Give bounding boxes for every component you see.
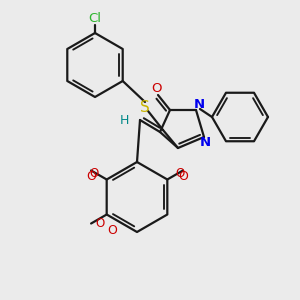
Text: O: O	[176, 167, 185, 180]
Text: N: N	[194, 98, 205, 112]
Text: O: O	[89, 167, 98, 180]
Text: O: O	[96, 217, 105, 230]
Text: O: O	[107, 224, 117, 237]
Text: O: O	[86, 170, 96, 183]
Text: Cl: Cl	[88, 11, 101, 25]
Text: H: H	[119, 115, 129, 128]
Text: O: O	[151, 82, 161, 94]
Text: O: O	[178, 170, 188, 183]
Text: S: S	[140, 100, 150, 115]
Text: N: N	[200, 136, 211, 149]
